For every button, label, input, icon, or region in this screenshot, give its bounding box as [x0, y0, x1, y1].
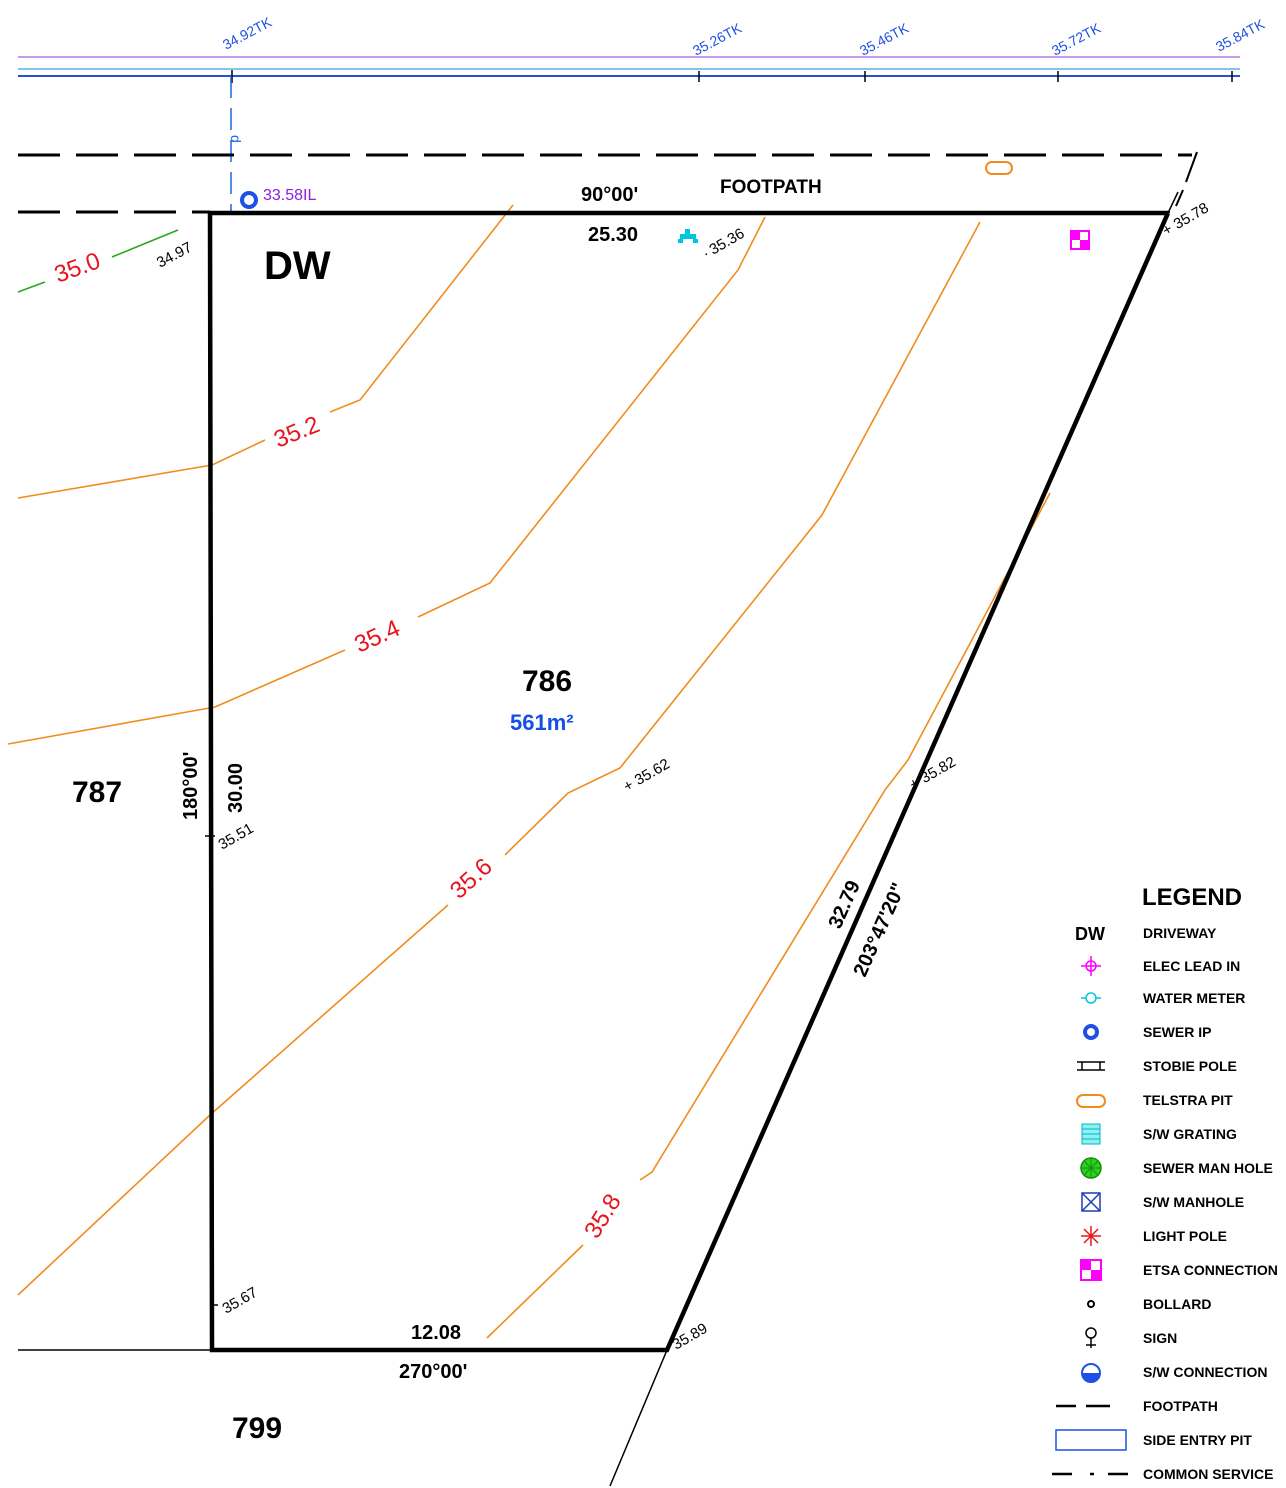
legend-label: SIGN: [1143, 1330, 1177, 1346]
tk-level: 35.72TK: [1049, 19, 1104, 58]
legend-label: ELEC LEAD IN: [1143, 958, 1240, 974]
bottom-distance: 12.08: [411, 1322, 461, 1344]
legend-label: S/W CONNECTION: [1143, 1364, 1267, 1380]
bottom-bearing: 270°00': [399, 1361, 467, 1383]
contour-35-4: [417, 216, 766, 618]
left-distance: 30.00: [225, 763, 247, 813]
legend-label: COMMON SERVICE: [1143, 1466, 1273, 1482]
tk-level: 34.92TK: [220, 13, 275, 52]
adjacent-lot-south: 799: [232, 1412, 282, 1445]
legend-label: S/W MANHOLE: [1143, 1194, 1244, 1210]
contour-35-2b: [17, 439, 266, 499]
boundary-extension-south: [609, 1349, 668, 1487]
contour-label: 35.6: [445, 853, 498, 904]
spot-level: 35.36: [707, 225, 748, 258]
legend-label: FOOTPATH: [1143, 1398, 1218, 1414]
sw-grating-icon: [1081, 1123, 1101, 1145]
contour-label: 35.4: [350, 615, 404, 659]
lot-area: 561m²: [510, 710, 574, 735]
footpath-label: FOOTPATH: [720, 177, 822, 198]
stobie-pole-icon: [1077, 1061, 1105, 1071]
contour-35-6b: [17, 904, 449, 1296]
contours: [7, 204, 1051, 1339]
light-pole-icon: [1081, 1226, 1101, 1246]
telstra-pit-icon: [1076, 1094, 1106, 1108]
spot-level: 35.82: [918, 753, 959, 786]
legend: LEGEND DW DRIVEWAY ELEC LEAD IN WATER ME…: [1052, 884, 1278, 1482]
elec-lead-in-icon: [1081, 956, 1101, 976]
tk-level: 35.84TK: [1213, 15, 1268, 54]
driveway-label: DW: [264, 244, 331, 288]
legend-label: S/W GRATING: [1143, 1126, 1237, 1142]
contour-35-0: [17, 281, 46, 293]
diagonal-distance: 32.79: [824, 877, 864, 932]
tk-level: 35.26TK: [690, 19, 745, 58]
contour-label: 35.8: [579, 1189, 627, 1243]
contour-35-8: [639, 492, 1051, 1181]
legend-label: STOBIE POLE: [1143, 1058, 1237, 1074]
legend-label: TELSTRA PIT: [1143, 1092, 1233, 1108]
top-distance: 25.30: [588, 224, 638, 246]
contour-label: 35.0: [51, 247, 104, 288]
spot-level: 34.97: [154, 239, 195, 272]
tk-level: 35.46TK: [857, 19, 912, 58]
sewer-ip-icon: [1083, 1024, 1099, 1040]
legend-label: ETSA CONNECTION: [1143, 1262, 1278, 1278]
legend-label: SIDE ENTRY PIT: [1143, 1432, 1252, 1448]
boundary-extension-ne: [1167, 191, 1179, 214]
road-service-lines: d: [18, 56, 1240, 215]
bollard-icon: [1087, 1300, 1095, 1308]
etsa-connection-icon: [1080, 1259, 1102, 1281]
contour-35-0b: [111, 229, 179, 258]
water-meter-icon: [678, 229, 698, 243]
sign-icon: [1085, 1327, 1097, 1348]
contour-35-8b: [486, 1244, 584, 1339]
spot-levels: 34.97 · 35.36 + 35.78 + 35.62 + 35.82 35…: [154, 199, 1212, 1353]
legend-label: BOLLARD: [1143, 1296, 1211, 1312]
side-entry-pit-icon: [1055, 1429, 1127, 1451]
legend-label: SEWER MAN HOLE: [1143, 1160, 1273, 1176]
adjacent-lot-west: 787: [72, 776, 122, 809]
legend-label: SEWER IP: [1143, 1024, 1211, 1040]
sewer-ip-level: 33.58IL: [263, 187, 316, 204]
legend-title: LEGEND: [1142, 884, 1242, 911]
contour-35-6: [504, 221, 981, 856]
spot-level: 35.51: [216, 820, 257, 853]
top-bearing: 90°00': [581, 184, 638, 206]
left-bearing: 180°00': [180, 752, 202, 820]
contour-35-4b: [7, 649, 346, 745]
svg-text:d: d: [228, 135, 244, 143]
spot-level: 35.67: [220, 1284, 261, 1317]
dw-text: DW: [1075, 924, 1105, 944]
etsa-connection-icon: [1070, 230, 1090, 250]
contour-label: 35.2: [270, 411, 323, 454]
legend-label: LIGHT POLE: [1143, 1228, 1227, 1244]
sw-connection-icon: [1081, 1363, 1101, 1383]
sewer-man-hole-icon: [1080, 1157, 1102, 1179]
spot-level: 35.62: [632, 755, 673, 788]
sewer-ip-icon: [240, 191, 258, 209]
legend-label: WATER METER: [1143, 990, 1245, 1006]
sw-manhole-icon: [1081, 1192, 1101, 1212]
water-meter-icon: [1081, 992, 1101, 1004]
telstra-pit-icon: [985, 161, 1013, 175]
contour-labels: 35.0 35.2 35.4 35.6 35.8: [51, 247, 627, 1243]
legend-label: DRIVEWAY: [1143, 925, 1217, 941]
lot-number: 786: [522, 665, 572, 698]
tk-levels: 34.92TK 35.26TK 35.46TK 35.72TK 35.84TK: [220, 13, 1268, 58]
lot-786-boundary: [207, 210, 1171, 1353]
contour-35-2: [329, 204, 514, 413]
